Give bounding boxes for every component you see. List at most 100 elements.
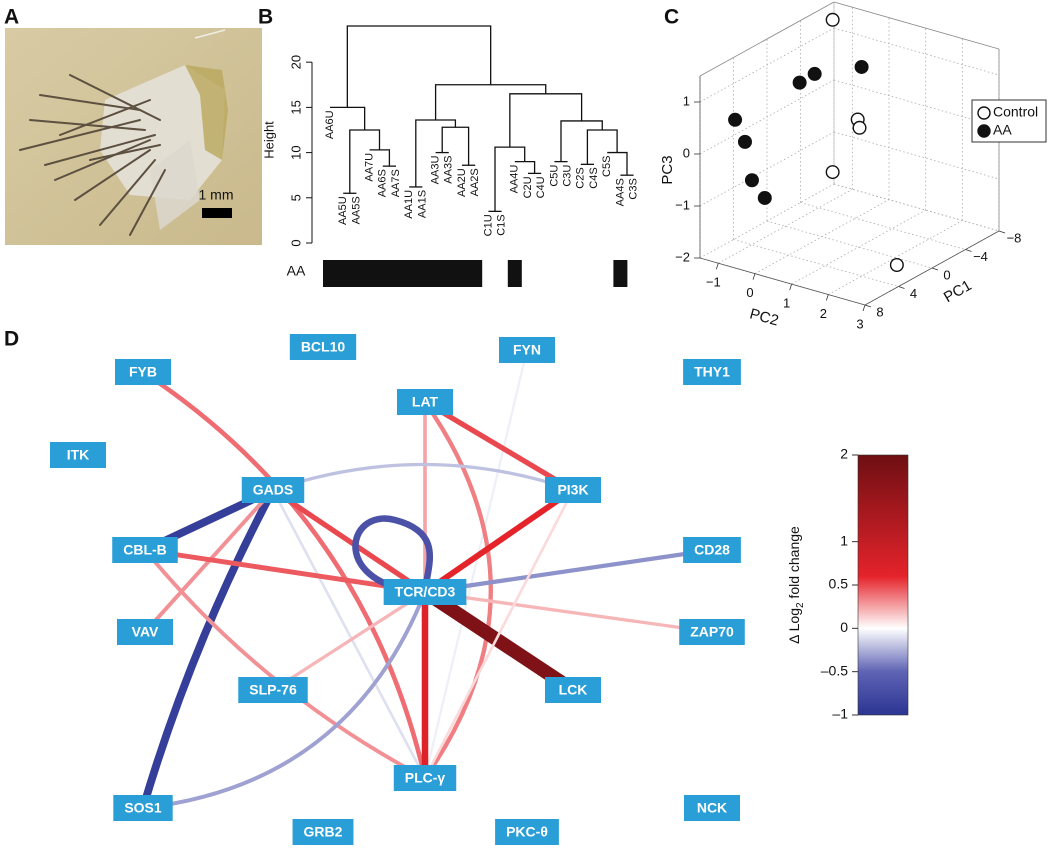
y-tick — [898, 286, 905, 289]
x-tick — [789, 283, 793, 291]
node-label: ZAP70 — [690, 624, 734, 640]
z-tick-label: 1 — [683, 93, 690, 108]
grid-line — [766, 220, 933, 269]
edge — [272, 462, 574, 492]
panel-label: B — [258, 6, 273, 29]
edge — [352, 515, 434, 596]
edge — [423, 349, 529, 779]
node-box — [545, 477, 601, 503]
box-edge — [699, 257, 866, 306]
node-box — [50, 442, 106, 468]
nodes: FYB BCL10 FYN THY1 LAT ITK GADS PI3K CBL-B CD28 TC… — [50, 334, 745, 845]
x-tick-label: −1 — [706, 275, 721, 290]
grid-line — [699, 27, 835, 103]
node-box — [545, 677, 601, 703]
leaf-label: AA3S — [443, 156, 455, 184]
node-box — [495, 819, 559, 845]
point — [825, 165, 840, 180]
node-box — [397, 389, 453, 415]
leaf-label: AA6S — [377, 169, 389, 197]
z-axis-title: PC3 — [659, 155, 676, 184]
y-tick-label: 10 — [288, 145, 303, 159]
indicator-block — [455, 260, 469, 287]
colorbar-title-part: fold change — [786, 526, 802, 602]
grid-line — [699, 79, 835, 155]
y-tick-label: 8 — [876, 304, 883, 319]
leaf-label: C3U — [562, 165, 574, 187]
dendrogram-merge — [346, 25, 492, 108]
edge — [421, 586, 577, 696]
edge — [142, 591, 427, 810]
node-box — [113, 795, 173, 821]
point — [854, 59, 869, 74]
indicator-block — [507, 260, 522, 287]
indicator-block — [323, 260, 337, 287]
edge — [139, 488, 277, 810]
edge — [423, 400, 493, 780]
grid-line — [718, 188, 853, 264]
z-tick-label: −2 — [675, 249, 690, 264]
node-box — [292, 819, 354, 845]
dendrogram-merge — [514, 160, 536, 174]
legend-label: Control — [993, 104, 1038, 120]
leaf-label: AA5S — [350, 196, 362, 224]
indicator-block — [441, 260, 456, 287]
node-label: CBL-B — [123, 542, 167, 558]
x-tick-label: 2 — [820, 306, 827, 321]
grid-line — [800, 202, 966, 250]
node-box — [383, 579, 467, 605]
point — [852, 120, 867, 135]
leaf-label: C2S — [575, 167, 587, 188]
photo — [5, 28, 262, 245]
node-label: PKC-θ — [506, 824, 548, 840]
node-label: FYB — [129, 364, 157, 380]
colorbar-title-sub: 2 — [795, 602, 806, 608]
node-label: PLC-γ — [405, 770, 446, 786]
point — [792, 75, 807, 90]
indicator-block — [613, 260, 628, 287]
node-label: SLP-76 — [249, 682, 297, 698]
node-box — [117, 619, 173, 645]
dendrogram-merge — [369, 149, 391, 167]
point — [889, 258, 904, 273]
indicator-block — [428, 260, 443, 287]
leaf-label: C5S — [601, 156, 613, 177]
node-box — [683, 359, 741, 385]
grid-line — [699, 183, 835, 259]
y-tick-label: −4 — [973, 249, 988, 264]
y-tick — [965, 249, 972, 252]
y-tick-label: 0 — [288, 239, 303, 246]
y-tick-label: 15 — [288, 100, 303, 114]
indicator-block — [349, 260, 364, 287]
grid-line — [833, 183, 1000, 232]
y-tick — [998, 230, 1006, 234]
box-edge — [699, 1, 835, 77]
leaf-label: C3S — [628, 178, 640, 199]
indicator-block — [468, 260, 483, 287]
x-tick — [825, 294, 829, 301]
point — [744, 173, 759, 188]
indicator-block — [336, 260, 351, 287]
grid-line — [833, 131, 1000, 180]
node-label: GADS — [253, 482, 293, 498]
grid-line — [699, 131, 835, 207]
y-tick-label: 5 — [288, 194, 303, 201]
node-label: GRB2 — [304, 824, 343, 840]
indicator-block — [402, 260, 417, 287]
indicator-block — [389, 260, 403, 287]
colorbar-tick-label: –1 — [832, 706, 848, 722]
node-label: LAT — [412, 394, 439, 410]
z-tick-label: 0 — [683, 145, 690, 160]
colorbar-tick-label: 2 — [840, 446, 848, 462]
grid-line — [733, 239, 899, 287]
dendrogram-merge — [441, 126, 470, 166]
leaf-label: AA4U — [509, 165, 521, 194]
leaf-label: AA7S — [390, 169, 402, 197]
leaf-label: C4S — [588, 167, 600, 188]
y-tick-label: −8 — [1007, 230, 1022, 245]
node-label: SOS1 — [124, 800, 162, 816]
leaf-label: AA5U — [337, 196, 349, 225]
leaf-label: AA2S — [469, 168, 481, 196]
point — [807, 66, 822, 81]
